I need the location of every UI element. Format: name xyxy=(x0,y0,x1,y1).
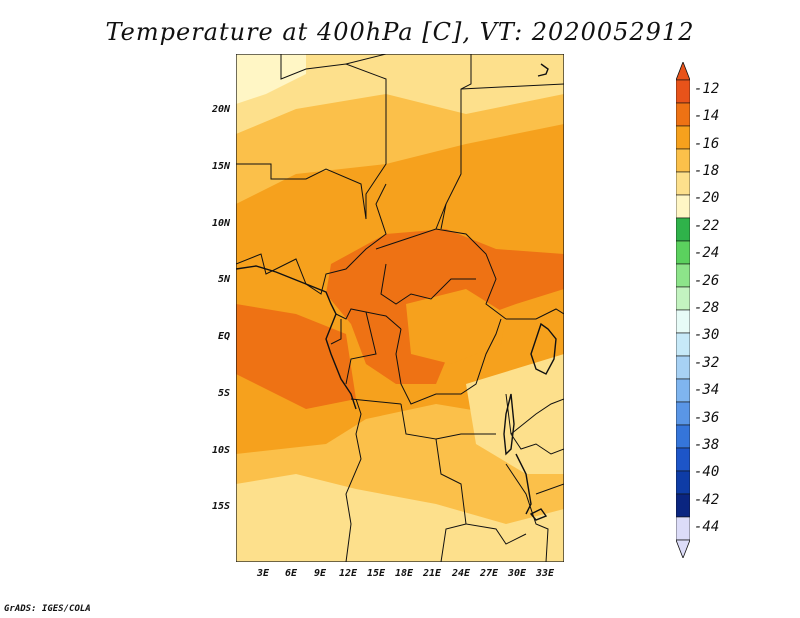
shading-west-dark xyxy=(236,304,356,409)
y-tick-label: 5N xyxy=(217,274,230,285)
colorbar-label: -40 xyxy=(694,464,720,480)
y-tick-label: 10S xyxy=(211,445,230,456)
shading-north-light xyxy=(236,54,564,134)
colorbar-label: -26 xyxy=(694,273,720,289)
x-tick-label: 24E xyxy=(451,568,471,579)
coastlines-lakes xyxy=(236,63,557,521)
colorbar-label: -14 xyxy=(694,108,720,124)
y-tick-label: 15N xyxy=(211,161,230,172)
y-tick-label: 5S xyxy=(217,388,230,399)
x-tick-label: 3E xyxy=(256,568,270,579)
x-tick-label: 30E xyxy=(507,568,527,579)
y-tick-label: 10N xyxy=(211,218,230,229)
colorbar-label: -30 xyxy=(694,327,720,343)
colorbar-label: -34 xyxy=(694,382,720,398)
colorbar-bottom-arrow xyxy=(676,539,690,558)
colorbar-label: -44 xyxy=(694,519,720,535)
colorbar-top-arrow xyxy=(676,62,690,81)
x-tick-label: 6E xyxy=(284,568,298,579)
x-tick-label: 12E xyxy=(338,568,358,579)
shading-south-light xyxy=(236,474,564,562)
shading-central-patch xyxy=(406,289,506,364)
footer-credit: GrADS: IGES/COLA xyxy=(4,604,91,614)
colorbar xyxy=(676,62,690,558)
colorbar-swatch xyxy=(676,148,690,173)
colorbar-swatch xyxy=(676,378,690,403)
colorbar-swatch xyxy=(676,424,690,449)
colorbar-swatch xyxy=(676,79,690,104)
colorbar-label: -28 xyxy=(694,300,720,316)
colorbar-label: -12 xyxy=(694,81,720,97)
map-title: Temperature at 400hPa [C], VT: 202005291… xyxy=(105,18,695,46)
colorbar-swatch xyxy=(676,286,690,311)
temperature-map xyxy=(236,54,564,562)
colorbar-label: -38 xyxy=(694,437,720,453)
colorbar-label: -42 xyxy=(694,492,720,508)
shading-northwest-pale xyxy=(236,54,306,104)
colorbar-label: -16 xyxy=(694,136,720,152)
x-tick-label: 15E xyxy=(366,568,386,579)
colorbar-swatch xyxy=(676,125,690,150)
y-tick-label: 15S xyxy=(211,501,230,512)
x-tick-label: 18E xyxy=(394,568,414,579)
colorbar-swatch xyxy=(676,102,690,127)
colorbar-swatch xyxy=(676,171,690,196)
x-tick-label: 21E xyxy=(422,568,442,579)
colorbar-swatch xyxy=(676,309,690,334)
colorbar-swatch xyxy=(676,401,690,426)
y-tick-label: 20N xyxy=(211,104,230,115)
colorbar-swatch xyxy=(676,493,690,518)
x-tick-label: 33E xyxy=(535,568,555,579)
colorbar-swatch xyxy=(676,217,690,242)
x-tick-label: 27E xyxy=(479,568,499,579)
colorbar-label: -22 xyxy=(694,218,720,234)
colorbar-label: -18 xyxy=(694,163,720,179)
shading-east-light xyxy=(466,354,564,474)
colorbar-label: -24 xyxy=(694,245,720,261)
colorbar-swatch xyxy=(676,240,690,265)
colorbar-swatch xyxy=(676,470,690,495)
colorbar-label: -20 xyxy=(694,190,720,206)
colorbar-swatch xyxy=(676,447,690,472)
colorbar-label: -36 xyxy=(694,410,720,426)
colorbar-swatch xyxy=(676,355,690,380)
x-tick-label: 9E xyxy=(313,568,327,579)
country-borders xyxy=(236,54,564,562)
colorbar-label: -32 xyxy=(694,355,720,371)
colorbar-swatch xyxy=(676,194,690,219)
colorbar-swatch xyxy=(676,516,690,541)
colorbar-swatches xyxy=(676,79,690,541)
colorbar-swatch xyxy=(676,263,690,288)
colorbar-swatch xyxy=(676,332,690,357)
y-tick-label: EQ xyxy=(217,331,230,342)
